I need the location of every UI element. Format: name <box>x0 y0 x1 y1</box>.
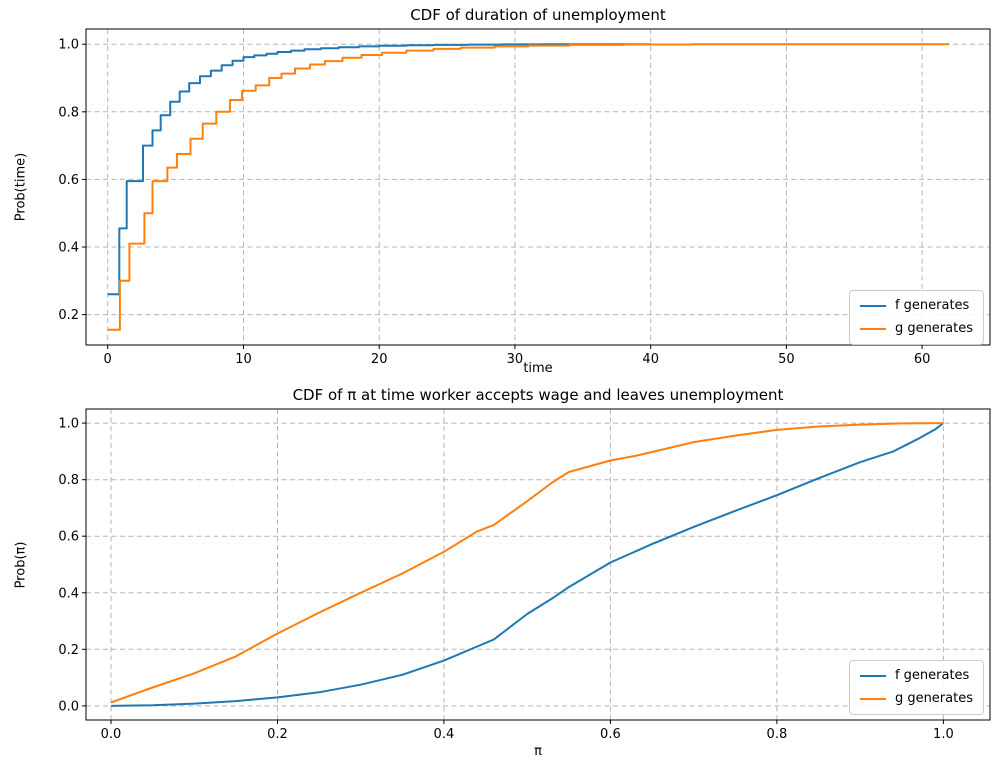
bottom-chart-legend: f generates g generates <box>848 660 984 715</box>
x-tick-label: 1.0 <box>933 727 954 742</box>
bottom-chart-canvas: 0.0 0.2 0.4 0.6 0.8 1.0 0.0 0.2 0.4 0.6 0.8 1.0 <box>58 408 991 742</box>
x-tick-label: 0.0 <box>101 727 122 742</box>
y-tick-label: 0.4 <box>58 586 79 601</box>
legend-label-f-generates: f generates <box>894 298 970 313</box>
x-tick-label: 0.2 <box>267 727 288 742</box>
g-generates-line-swatch <box>859 328 886 330</box>
bottom-chart-xlabel: π <box>534 744 542 759</box>
bottom-chart-title: CDF of π at time worker accepts wage and… <box>292 386 784 404</box>
bottom-chart-ylabel: Prob(π) <box>13 541 29 589</box>
y-tick-label: 0.8 <box>58 105 79 120</box>
x-tick-label: 60 <box>914 352 931 367</box>
y-tick-label: 0.4 <box>58 241 79 256</box>
legend-item-g-generates: g generates <box>859 321 973 337</box>
legend-item-f-generates: f generates <box>859 298 973 314</box>
legend-label-f-generates: f generates <box>894 668 970 683</box>
x-tick-label: 10 <box>235 352 252 367</box>
legend-label-g-generates: g generates <box>894 691 973 706</box>
top-chart-legend: f generates g generates <box>848 290 984 345</box>
x-tick-label: 0.4 <box>434 727 455 742</box>
y-tick-label: 1.0 <box>58 417 79 432</box>
top-chart-ylabel: Prob(time) <box>13 152 29 222</box>
f-generates-line-swatch <box>859 675 886 677</box>
y-tick-label: 0.6 <box>58 530 79 545</box>
series-line-f-generates <box>107 43 651 296</box>
y-tick-label: 0.0 <box>58 699 79 714</box>
x-tick-label: 50 <box>778 352 795 367</box>
x-tick-label: 0 <box>104 352 112 367</box>
x-tick-label: 0.8 <box>767 727 788 742</box>
legend-label-g-generates: g generates <box>894 321 973 336</box>
y-tick-label: 0.2 <box>58 308 79 323</box>
top-chart-canvas: 0 10 20 30 40 50 60 0.2 0.4 0.6 0.8 1.0 <box>58 28 991 367</box>
g-generates-line-swatch <box>859 698 886 700</box>
x-tick-label: 30 <box>507 352 524 367</box>
f-generates-line-swatch <box>859 305 886 307</box>
series-line-g-generates <box>110 422 944 704</box>
top-chart-title: CDF of duration of unemployment <box>410 6 666 24</box>
axes-border <box>85 28 991 346</box>
y-tick-label: 1.0 <box>58 38 79 53</box>
series-line-g-generates <box>107 43 950 331</box>
x-tick-label: 40 <box>642 352 659 367</box>
y-tick-label: 0.2 <box>58 643 79 658</box>
x-tick-label: 20 <box>371 352 388 367</box>
y-tick-label: 0.6 <box>58 173 79 188</box>
legend-item-g-generates: g generates <box>859 691 973 707</box>
top-chart-xlabel: time <box>523 361 553 376</box>
axes-border <box>85 408 991 721</box>
series-line-f-generates <box>110 422 945 707</box>
y-tick-label: 0.8 <box>58 473 79 488</box>
x-tick-label: 0.6 <box>600 727 621 742</box>
legend-item-f-generates: f generates <box>859 668 973 684</box>
